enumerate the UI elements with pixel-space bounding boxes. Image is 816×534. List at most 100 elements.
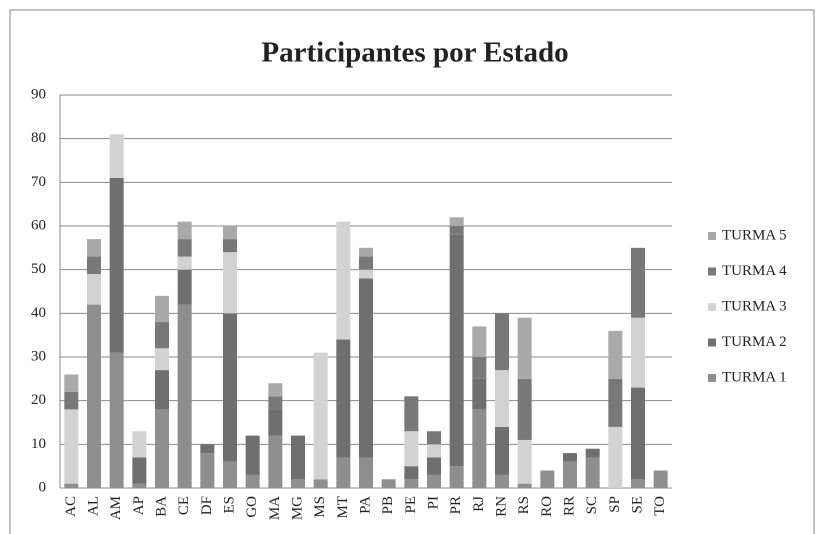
x-tick-label: ES — [221, 496, 237, 514]
bar-segment — [223, 313, 237, 462]
x-tick-label: RN — [493, 496, 509, 517]
bar-segment — [155, 348, 169, 371]
x-tick-label: RS — [516, 496, 532, 514]
bar-segment — [608, 426, 623, 488]
x-tick-label: PE — [403, 496, 419, 514]
bar-segment — [336, 221, 351, 340]
bar-segment — [631, 247, 645, 318]
y-tick-label: 30 — [31, 348, 46, 364]
bar-segment — [291, 479, 305, 488]
bar-segment — [200, 444, 215, 454]
bar-segment — [449, 217, 464, 226]
bar-segment — [109, 177, 124, 353]
bar-segment — [155, 409, 169, 488]
x-tick-label: TO — [652, 496, 668, 516]
x-tick-label: PI — [425, 496, 441, 509]
bar-segment — [268, 409, 283, 436]
legend-label: TURMA 4 — [722, 263, 787, 279]
bar-segment — [631, 317, 645, 388]
bar-segment — [313, 479, 328, 488]
bar-segment — [177, 221, 192, 240]
y-tick-label: 80 — [31, 130, 46, 146]
chart-frame — [9, 9, 815, 534]
bar-segment — [200, 453, 215, 488]
chart-title: Participantes por Estado — [261, 37, 568, 69]
bar-segment — [177, 304, 192, 488]
bar-segment — [653, 470, 668, 488]
bar-segment — [223, 226, 237, 240]
y-tick-label: 10 — [31, 436, 46, 452]
bar-segment — [427, 457, 441, 475]
bar-segment — [359, 247, 373, 257]
x-tick-label: RJ — [471, 496, 487, 512]
bar-segment — [495, 370, 509, 427]
bar-segment — [177, 256, 192, 270]
x-tick-label: SP — [607, 496, 623, 513]
bar-segment — [427, 431, 441, 445]
bar-segment — [132, 457, 147, 484]
bar-segment — [495, 313, 509, 371]
legend-label: TURMA 5 — [722, 227, 787, 243]
legend-label: TURMA 1 — [722, 369, 787, 385]
bar-segment — [631, 387, 645, 480]
bar-segment — [449, 466, 464, 488]
x-tick-label: PB — [380, 496, 396, 514]
bar-segment — [336, 339, 351, 458]
y-tick-label: 20 — [31, 392, 46, 408]
bar-segment — [608, 378, 623, 427]
bar-segment — [449, 226, 464, 235]
bar-segment — [245, 435, 260, 475]
bar-segment — [313, 352, 328, 480]
x-tick-label: MA — [267, 496, 283, 520]
x-tick-label: RR — [561, 496, 577, 516]
bar-segment — [381, 479, 396, 488]
y-tick-label: 0 — [39, 479, 47, 495]
bar-segment — [223, 252, 237, 314]
bar-segment — [427, 444, 441, 458]
bar-segment — [132, 431, 147, 458]
bar-segment — [472, 326, 487, 357]
x-tick-label: PA — [357, 496, 373, 514]
legend-swatch — [708, 374, 716, 382]
x-tick-label: RO — [539, 496, 555, 517]
x-tick-label: MT — [335, 496, 351, 519]
legend-swatch — [708, 267, 716, 276]
bar-segment — [517, 439, 532, 484]
bar-segment — [155, 295, 169, 323]
legend-swatch — [708, 232, 716, 240]
bar-segment — [427, 474, 441, 488]
bar-segment — [359, 269, 373, 279]
y-tick-label: 40 — [31, 305, 46, 321]
x-tick-label: AL — [85, 496, 101, 516]
x-tick-label: BA — [153, 496, 169, 517]
bar-segment — [472, 378, 487, 410]
x-tick-label: GO — [244, 496, 260, 518]
bar-segment — [585, 457, 600, 488]
bar-segment — [64, 483, 79, 488]
bar-segment — [449, 234, 464, 467]
bar-segment — [517, 378, 532, 440]
y-tick-label: 60 — [31, 217, 46, 233]
legend-swatch — [708, 303, 716, 311]
bar-segment — [245, 474, 260, 488]
bar-segment — [631, 479, 645, 488]
bar-segment — [359, 457, 373, 488]
y-tick-label: 90 — [31, 86, 46, 102]
bar-segment — [155, 370, 169, 410]
bar-segment — [404, 479, 419, 488]
bar-segment — [563, 461, 577, 488]
bar-segment — [109, 352, 124, 488]
bar-segment — [223, 239, 237, 253]
bar-segment — [359, 278, 373, 458]
bar-segment — [64, 391, 79, 410]
legend-label: TURMA 2 — [722, 334, 787, 350]
y-tick-label: 70 — [31, 174, 46, 190]
bar-segment — [268, 383, 283, 397]
bar-segment — [87, 256, 101, 275]
bar-segment — [472, 357, 487, 379]
bar-segment — [291, 435, 305, 480]
bar-segment — [87, 304, 101, 488]
x-tick-label: AC — [63, 496, 79, 517]
bar-segment — [132, 483, 147, 488]
